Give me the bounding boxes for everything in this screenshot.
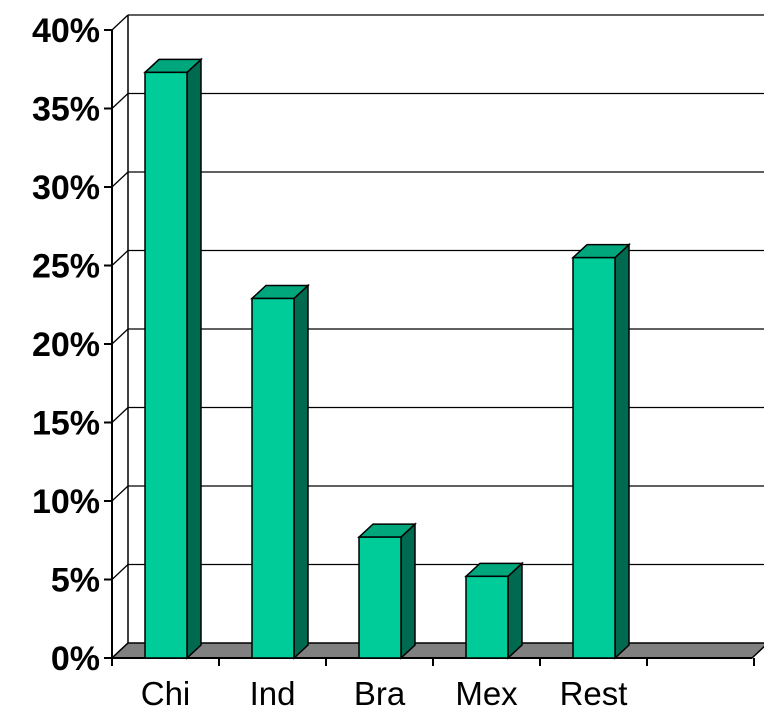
side-wall-gridline xyxy=(111,171,129,188)
bar-front xyxy=(358,536,402,659)
side-wall-gridline xyxy=(111,14,129,31)
side-wall-gridline xyxy=(111,564,129,580)
side-wall-gridline xyxy=(111,485,129,502)
y-tick-label: 0% xyxy=(51,640,100,678)
bar-front xyxy=(144,71,188,659)
bar-side xyxy=(186,57,202,660)
floor xyxy=(110,642,764,659)
y-tick-label: 25% xyxy=(32,248,100,286)
chart-floor xyxy=(110,642,764,659)
bar-side xyxy=(507,561,523,660)
bar-side xyxy=(614,242,630,660)
side-wall-gridline xyxy=(111,407,129,423)
bar-bra xyxy=(357,522,417,660)
bar-rest xyxy=(571,242,631,660)
x-category-label: Rest xyxy=(560,675,628,712)
gridlines xyxy=(111,14,764,659)
x-category-label: Chi xyxy=(141,675,191,712)
y-tick-label: 30% xyxy=(32,169,100,207)
y-axis-tick-labels: 0% 5% 10% 15% 20% 25% 30% 35% 40% xyxy=(32,12,100,678)
y-tick-label: 40% xyxy=(32,12,100,50)
y-tick-label: 35% xyxy=(32,91,100,129)
x-category-label: Mex xyxy=(455,675,518,712)
x-axis-category-labels: Chi Ind Bra Mex Rest xyxy=(141,675,628,712)
bar-ind xyxy=(250,283,310,660)
y-tick-label: 20% xyxy=(32,326,100,364)
bar-side xyxy=(293,283,309,660)
y-tick-label: 15% xyxy=(32,405,100,443)
side-wall-gridline xyxy=(111,250,129,266)
bar-chi xyxy=(143,57,203,660)
bar-side xyxy=(400,522,416,660)
bar-front xyxy=(251,297,295,659)
y-tick-label: 10% xyxy=(32,483,100,521)
bars xyxy=(143,57,631,660)
bar-front xyxy=(465,575,509,659)
side-wall-gridline xyxy=(111,328,129,345)
x-category-label: Bra xyxy=(354,675,406,712)
x-category-label: Ind xyxy=(250,675,296,712)
bar-mex xyxy=(464,561,524,660)
bar-front xyxy=(572,256,616,659)
axes xyxy=(104,29,755,666)
side-wall-gridline xyxy=(111,93,129,109)
y-tick-label: 5% xyxy=(51,562,100,600)
